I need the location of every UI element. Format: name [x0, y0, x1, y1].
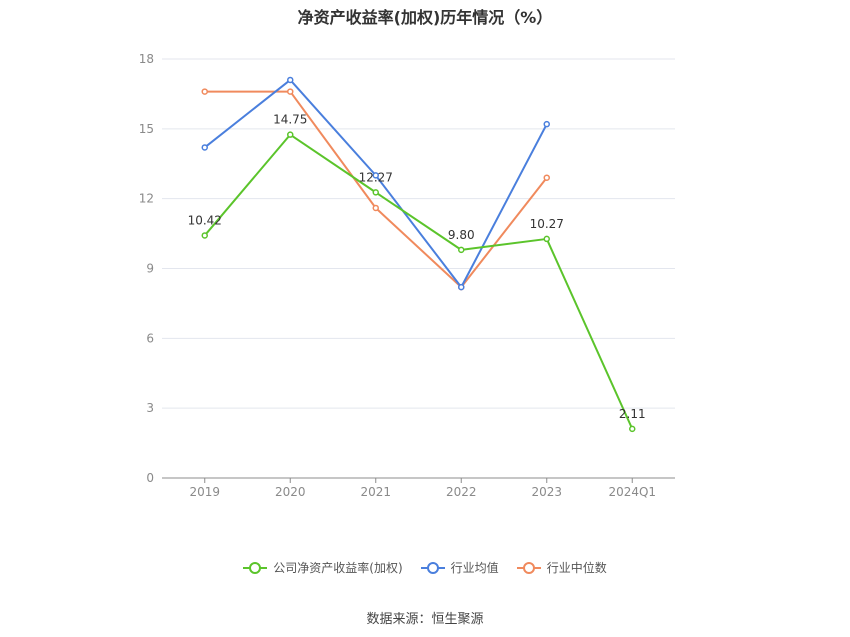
- x-tick-label: 2023: [531, 485, 562, 499]
- data-point: [201, 144, 208, 151]
- data-point: [201, 232, 208, 239]
- data-label: 2.11: [619, 407, 646, 421]
- legend-label: 公司净资产收益率(加权): [273, 561, 403, 575]
- legend-swatch: [243, 561, 268, 574]
- legend: 公司净资产收益率(加权) 行业均值 行业中位数: [0, 559, 850, 576]
- legend-label: 行业中位数: [546, 561, 607, 575]
- y-tick-label: 3: [146, 401, 154, 415]
- legend-swatch: [420, 561, 445, 574]
- data-point: [372, 204, 379, 212]
- data-point: [287, 131, 294, 138]
- legend-label: 行业均值: [450, 561, 499, 575]
- y-tick-label: 0: [146, 471, 154, 485]
- data-point: [372, 172, 379, 179]
- data-point: [543, 120, 550, 128]
- data-source: 数据来源：恒生聚源: [366, 612, 484, 627]
- x-tick-label: 2024Q1: [608, 485, 656, 499]
- data-label: 12.27: [359, 170, 393, 184]
- chart-title: 净资产收益率(加权)历年情况（%）: [297, 8, 553, 27]
- y-tick-label: 9: [146, 262, 154, 276]
- data-point: [287, 88, 294, 95]
- x-tick-label: 2019: [189, 485, 220, 499]
- y-tick-label: 12: [139, 192, 154, 206]
- data-point: [543, 174, 550, 181]
- data-point: [372, 189, 379, 196]
- data-label: 10.27: [530, 217, 564, 231]
- x-tick-label: 2022: [446, 485, 477, 499]
- data-label: 14.75: [273, 113, 307, 127]
- legend-item[interactable]: 公司净资产收益率(加权): [243, 559, 403, 576]
- data-point: [458, 283, 465, 291]
- x-tick-label: 2021: [360, 485, 391, 499]
- data-label: 10.42: [188, 213, 222, 227]
- axes: 0 3 6 9 12 15 18 2019 2020 2021 2022 2023 2024Q1: [139, 52, 675, 499]
- data-point: [543, 235, 550, 243]
- data-point: [629, 425, 636, 433]
- x-tick-label: 2020: [275, 485, 306, 499]
- legend-item[interactable]: 行业均值: [420, 559, 499, 576]
- y-tick-label: 18: [139, 52, 154, 66]
- legend-swatch: [516, 561, 541, 574]
- data-point: [201, 88, 208, 95]
- grid-lines: [162, 58, 675, 409]
- y-tick-label: 6: [146, 331, 154, 345]
- legend-item[interactable]: 行业中位数: [516, 559, 607, 576]
- data-point: [287, 76, 294, 84]
- data-label: 9.80: [448, 228, 475, 242]
- data-labels: 10.42 14.75 12.27 9.80 10.27 2.11: [188, 113, 646, 421]
- y-tick-label: 15: [139, 122, 154, 136]
- series-line: [203, 133, 634, 430]
- series-lines: [201, 76, 636, 433]
- data-point: [458, 246, 465, 254]
